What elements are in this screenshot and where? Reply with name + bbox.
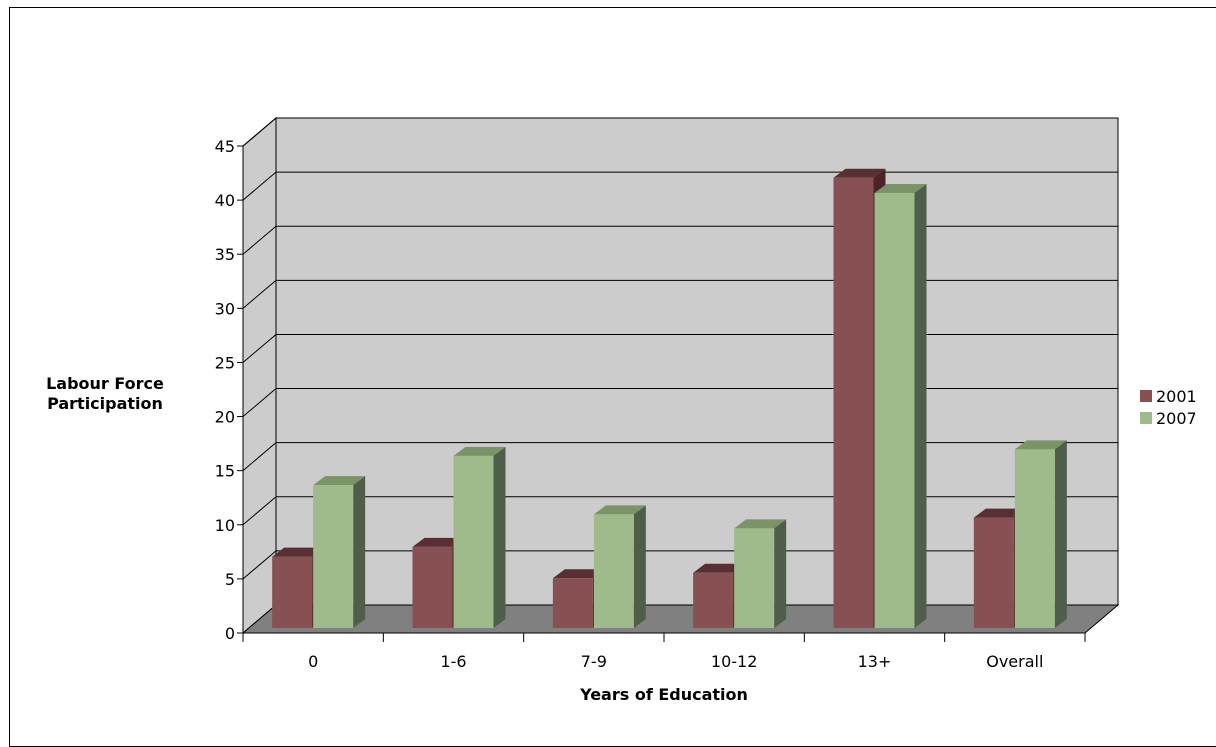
- bar: [874, 192, 915, 629]
- bar: [272, 556, 313, 628]
- bar-side: [633, 505, 646, 628]
- side-wall: [242, 116, 277, 635]
- bar: [734, 528, 775, 628]
- bar-top: [313, 476, 366, 486]
- bar: [693, 572, 734, 628]
- bar: [593, 514, 634, 628]
- y-tick-label: 5: [225, 570, 235, 589]
- bar-side: [914, 183, 927, 629]
- bar-top: [1014, 440, 1067, 450]
- gridline-side: [242, 496, 277, 526]
- bar-top: [973, 508, 1026, 518]
- legend-label: 2007: [1156, 409, 1197, 428]
- y-tick-label: 25: [215, 353, 235, 372]
- x-tick-label: 0: [308, 652, 318, 671]
- gridline-side: [242, 117, 277, 147]
- bar: [453, 455, 494, 628]
- y-axis-title: Labour Force: [46, 374, 164, 393]
- bar-top: [552, 569, 605, 579]
- bar: [313, 485, 354, 628]
- gridline-side: [242, 388, 277, 417]
- bar-top: [453, 446, 506, 456]
- gridline-side: [242, 171, 277, 201]
- gridline-side: [242, 225, 277, 255]
- y-tick-label: 0: [225, 624, 235, 643]
- bar: [412, 546, 453, 628]
- bar: [552, 578, 593, 628]
- gridline-side: [242, 334, 277, 363]
- bar-top: [593, 505, 646, 515]
- bar-top: [874, 183, 927, 193]
- bar-side: [353, 476, 366, 628]
- bar-top: [833, 168, 886, 178]
- x-tick-label: 1-6: [440, 652, 466, 671]
- bar-top: [272, 547, 325, 557]
- gridline-side: [242, 442, 277, 472]
- gridline-side: [242, 550, 277, 580]
- y-tick-label: 45: [215, 137, 235, 156]
- x-tick-label: 10-12: [711, 652, 758, 671]
- legend-label: 2001: [1156, 387, 1197, 406]
- bar: [1014, 449, 1055, 628]
- legend-swatch: [1140, 390, 1152, 402]
- y-tick-label: 35: [215, 245, 235, 264]
- bar-top: [412, 537, 465, 547]
- y-tick-label: 15: [215, 462, 235, 481]
- x-tick-label: 7-9: [581, 652, 607, 671]
- y-axis-title: Participation: [47, 394, 163, 413]
- gridline-side: [242, 279, 277, 309]
- y-tick-label: 40: [215, 191, 235, 210]
- bar-top: [734, 519, 787, 529]
- x-axis-title: Years of Education: [579, 685, 748, 704]
- y-tick-label: 10: [215, 516, 235, 535]
- x-tick-label: 13+: [858, 652, 892, 671]
- bar: [973, 517, 1014, 628]
- legend-swatch: [1140, 412, 1152, 424]
- bar-side: [493, 446, 506, 628]
- y-tick-label: 20: [215, 408, 235, 427]
- bar-top: [693, 563, 746, 573]
- bar-side: [774, 519, 787, 628]
- x-tick-label: Overall: [986, 652, 1043, 671]
- bar: [833, 177, 874, 628]
- bar-side: [1054, 440, 1067, 628]
- y-tick-label: 30: [215, 299, 235, 318]
